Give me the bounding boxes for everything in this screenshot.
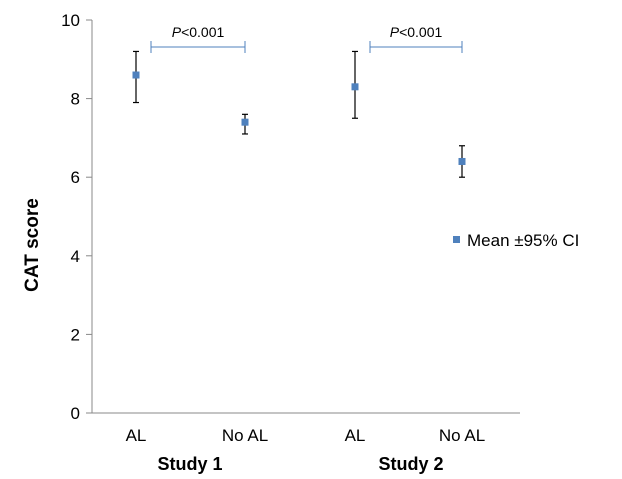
mean-marker (351, 83, 359, 91)
legend: Mean ±95% CI (453, 231, 579, 250)
p-symbol: P (390, 24, 400, 40)
mean-marker (241, 118, 249, 126)
mean-marker (132, 71, 140, 79)
y-tick-label: 8 (71, 90, 80, 109)
y-tick-label: 10 (61, 11, 80, 30)
x-tick-label: No AL (439, 426, 485, 445)
data-points (132, 50, 466, 178)
y-axis: 0 2 4 6 8 10 (61, 11, 93, 423)
legend-marker (453, 236, 460, 243)
p-value-label: P<0.001 (172, 24, 225, 40)
y-axis-title: CAT score (22, 198, 43, 292)
mean-marker (458, 157, 466, 165)
y-tick-label: 0 (71, 404, 80, 423)
p-value-label: P<0.001 (390, 24, 443, 40)
p-symbol: P (172, 24, 182, 40)
x-tick-label: AL (126, 426, 147, 445)
y-tick-label: 4 (71, 247, 80, 266)
x-group-label: Study 1 (157, 454, 222, 474)
p-threshold: <0.001 (399, 24, 442, 40)
x-tick-label: AL (345, 426, 366, 445)
significance-annotations: P<0.001 P<0.001 (150, 24, 463, 53)
y-tick-label: 2 (71, 325, 80, 344)
y-tick-label: 6 (71, 168, 80, 187)
p-threshold: <0.001 (181, 24, 224, 40)
legend-label: Mean ±95% CI (467, 231, 579, 250)
x-tick-label: No AL (222, 426, 268, 445)
x-group-label: Study 2 (378, 454, 443, 474)
